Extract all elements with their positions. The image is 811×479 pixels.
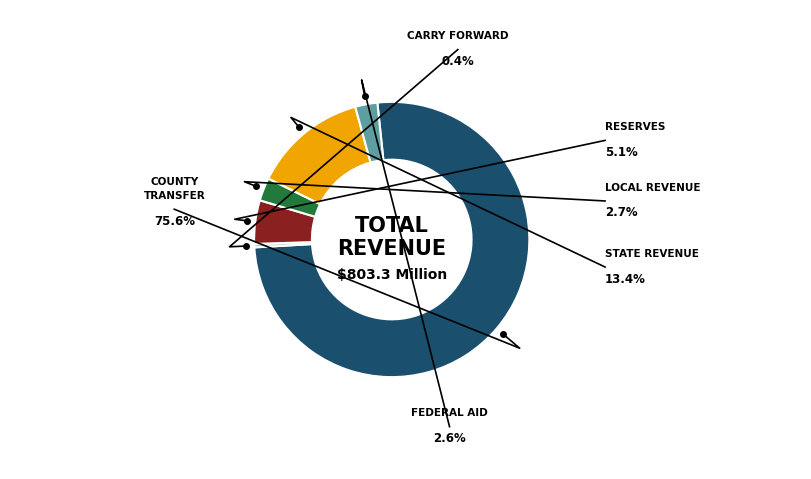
Text: CARRY FORWARD: CARRY FORWARD xyxy=(407,31,508,41)
Text: 13.4%: 13.4% xyxy=(605,273,646,285)
Text: LOCAL REVENUE: LOCAL REVENUE xyxy=(605,182,701,193)
Wedge shape xyxy=(254,242,312,248)
Text: TOTAL: TOTAL xyxy=(354,216,429,236)
Text: 75.6%: 75.6% xyxy=(154,215,195,228)
Wedge shape xyxy=(260,179,320,217)
Text: 2.7%: 2.7% xyxy=(605,206,637,219)
Text: STATE REVENUE: STATE REVENUE xyxy=(605,249,699,259)
Wedge shape xyxy=(355,103,384,162)
Text: 0.4%: 0.4% xyxy=(441,55,474,68)
Text: TRANSFER: TRANSFER xyxy=(144,191,205,201)
Text: COUNTY: COUNTY xyxy=(150,177,199,187)
Text: 2.6%: 2.6% xyxy=(433,432,466,445)
Text: FEDERAL AID: FEDERAL AID xyxy=(411,409,488,419)
Wedge shape xyxy=(255,102,530,377)
Wedge shape xyxy=(268,107,371,204)
Wedge shape xyxy=(254,200,315,244)
Text: $803.3 Million: $803.3 Million xyxy=(337,268,447,282)
Text: RESERVES: RESERVES xyxy=(605,122,666,132)
Text: REVENUE: REVENUE xyxy=(337,239,446,259)
Text: 5.1%: 5.1% xyxy=(605,146,637,159)
